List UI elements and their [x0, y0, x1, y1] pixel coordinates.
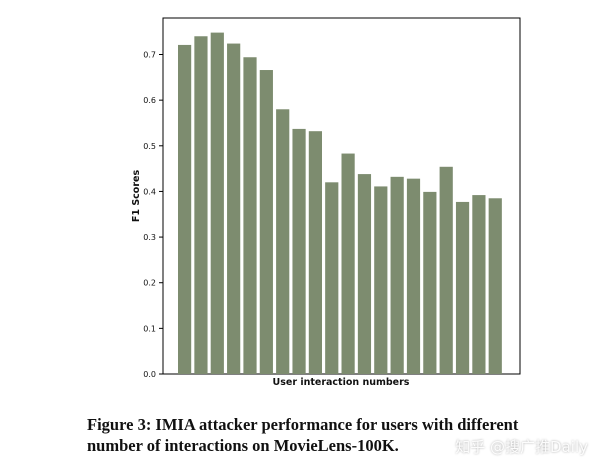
bar-17	[439, 166, 453, 374]
bar-16	[423, 191, 437, 374]
bar-14	[390, 176, 404, 374]
bar-3	[210, 32, 224, 375]
watermark: 知乎 @搜广推Daily	[455, 438, 588, 456]
bars-group	[178, 32, 502, 375]
y-axis: 0.0 0.1 0.2 0.3 0.4 0.5 0.6 0.7	[143, 51, 163, 379]
bar-8	[292, 128, 306, 374]
bar-1	[178, 44, 192, 375]
y-tick-label: 0.5	[143, 142, 156, 151]
y-axis-label: F1 Scores	[131, 170, 142, 223]
bar-4	[227, 43, 241, 375]
y-tick-label: 0.3	[143, 233, 156, 242]
y-tick-label: 0.0	[143, 370, 156, 379]
caption-line-1: Figure 3: IMIA attacker performance for …	[87, 415, 519, 434]
y-tick-label: 0.6	[143, 96, 156, 105]
x-axis-label: User interaction numbers	[273, 377, 410, 388]
chart: 0.0 0.1 0.2 0.3 0.4 0.5 0.6 0.7 User interactio…	[131, 17, 521, 388]
bar-7	[276, 109, 290, 374]
bar-9	[308, 131, 322, 374]
bar-12	[357, 174, 372, 374]
caption-line-2: number of interactions on MovieLens-100K…	[87, 436, 399, 455]
bar-13	[374, 186, 388, 374]
bar-2	[194, 36, 208, 374]
bar-11	[341, 153, 355, 374]
y-tick-label: 0.1	[143, 324, 156, 333]
bar-10	[325, 182, 339, 374]
bar-5	[243, 57, 257, 374]
bar-6	[259, 70, 273, 374]
bar-19	[472, 195, 486, 374]
y-tick-label: 0.4	[143, 187, 156, 196]
figure-caption: Figure 3: IMIA attacker performance for …	[87, 414, 577, 456]
y-tick-label: 0.2	[143, 279, 156, 288]
bar-15	[406, 178, 421, 374]
bar-18	[455, 201, 470, 374]
y-tick-label: 0.7	[143, 51, 156, 60]
bar-20	[488, 198, 502, 374]
